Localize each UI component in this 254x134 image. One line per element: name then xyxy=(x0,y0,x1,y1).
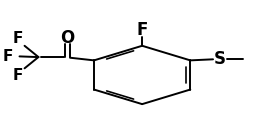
Text: O: O xyxy=(60,29,75,47)
Text: F: F xyxy=(13,68,23,83)
Text: F: F xyxy=(3,49,13,64)
Text: F: F xyxy=(13,31,23,46)
Text: S: S xyxy=(213,50,225,68)
Text: F: F xyxy=(136,21,148,39)
